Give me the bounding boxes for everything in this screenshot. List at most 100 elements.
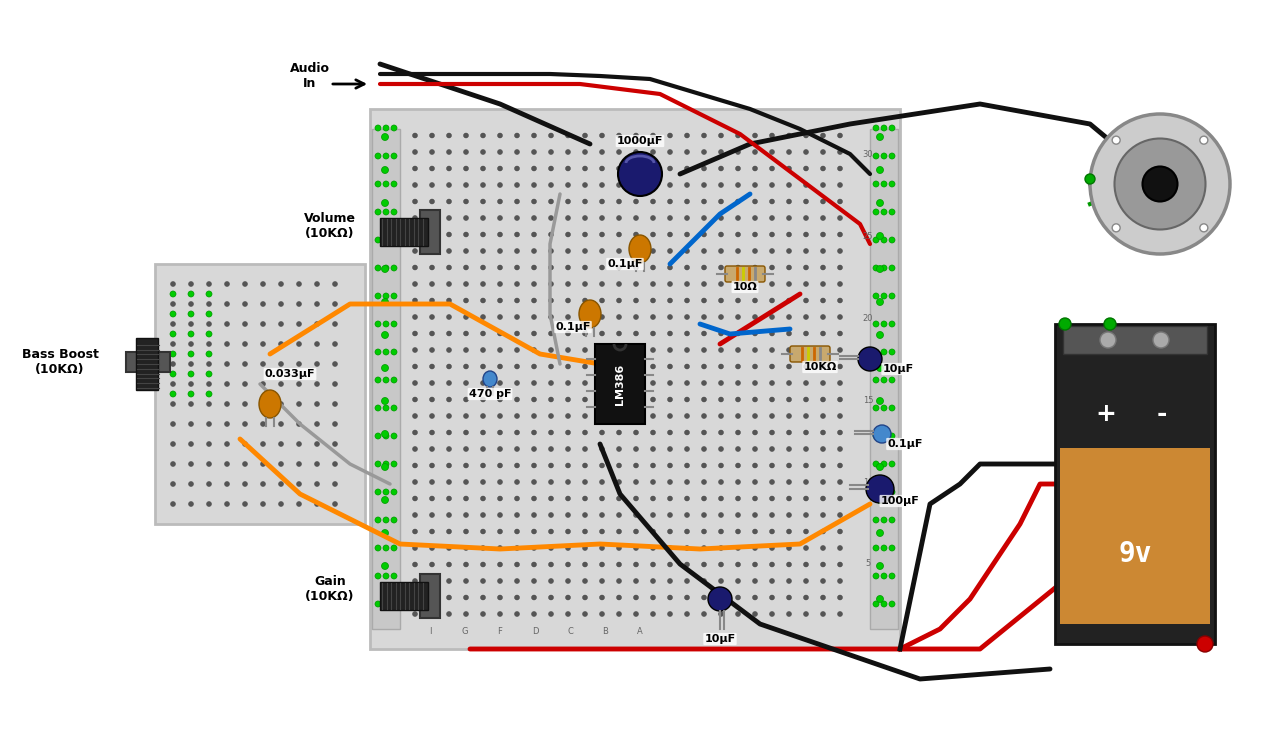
Text: Bass Boost
(10KΩ): Bass Boost (10KΩ) [22, 348, 99, 376]
Circle shape [667, 347, 672, 353]
Circle shape [890, 405, 895, 411]
Circle shape [188, 382, 193, 386]
Circle shape [383, 405, 389, 411]
Circle shape [685, 150, 690, 155]
Circle shape [634, 595, 639, 600]
Circle shape [599, 529, 604, 534]
Circle shape [224, 501, 229, 507]
Circle shape [820, 182, 826, 187]
Circle shape [463, 579, 468, 583]
Circle shape [279, 321, 283, 327]
Circle shape [718, 315, 723, 319]
Circle shape [837, 315, 842, 319]
Circle shape [820, 612, 826, 617]
Circle shape [820, 446, 826, 452]
Circle shape [753, 430, 758, 435]
Circle shape [769, 281, 774, 286]
Circle shape [753, 479, 758, 484]
Circle shape [412, 430, 417, 435]
Circle shape [333, 362, 338, 367]
Circle shape [170, 391, 177, 397]
Circle shape [837, 364, 842, 369]
Circle shape [463, 150, 468, 155]
Circle shape [582, 347, 588, 353]
Circle shape [412, 315, 417, 319]
Circle shape [804, 199, 809, 204]
Circle shape [837, 347, 842, 353]
Circle shape [498, 364, 503, 369]
Circle shape [599, 199, 604, 204]
Circle shape [599, 265, 604, 270]
Circle shape [582, 150, 588, 155]
Circle shape [753, 529, 758, 534]
Circle shape [599, 166, 604, 171]
Circle shape [315, 341, 320, 347]
Circle shape [617, 562, 622, 567]
Circle shape [617, 133, 622, 138]
Circle shape [390, 545, 397, 551]
Circle shape [634, 331, 639, 336]
Circle shape [430, 513, 434, 518]
Circle shape [566, 166, 571, 171]
Circle shape [242, 301, 247, 307]
Circle shape [531, 430, 536, 435]
Circle shape [718, 579, 723, 583]
Circle shape [430, 430, 434, 435]
Circle shape [617, 331, 622, 336]
Circle shape [667, 380, 672, 385]
Circle shape [333, 441, 338, 446]
Bar [1055, 324, 1215, 644]
Circle shape [701, 331, 707, 336]
Circle shape [447, 513, 452, 518]
Circle shape [381, 562, 389, 569]
Circle shape [188, 481, 193, 487]
Circle shape [769, 265, 774, 270]
Circle shape [820, 479, 826, 484]
Circle shape [430, 479, 434, 484]
Circle shape [224, 382, 229, 386]
Circle shape [736, 446, 741, 452]
Circle shape [549, 562, 553, 567]
Circle shape [188, 461, 193, 466]
Circle shape [582, 496, 588, 501]
Circle shape [877, 332, 883, 339]
Circle shape [634, 513, 639, 518]
Circle shape [617, 612, 622, 617]
Ellipse shape [579, 300, 602, 328]
Circle shape [480, 364, 485, 369]
Circle shape [667, 446, 672, 452]
Circle shape [242, 402, 247, 406]
Circle shape [786, 430, 791, 435]
Circle shape [786, 479, 791, 484]
Circle shape [515, 496, 520, 501]
Circle shape [383, 293, 389, 299]
Circle shape [837, 595, 842, 600]
Circle shape [224, 461, 229, 466]
Circle shape [769, 496, 774, 501]
Circle shape [375, 209, 381, 215]
Circle shape [881, 153, 887, 159]
Circle shape [566, 430, 571, 435]
Circle shape [430, 265, 434, 270]
Circle shape [381, 266, 389, 272]
Circle shape [685, 364, 690, 369]
Circle shape [599, 248, 604, 254]
Circle shape [549, 380, 553, 385]
Circle shape [549, 347, 553, 353]
Circle shape [753, 496, 758, 501]
Circle shape [412, 496, 417, 501]
Circle shape [769, 315, 774, 319]
Circle shape [566, 513, 571, 518]
Circle shape [736, 281, 741, 286]
Circle shape [769, 479, 774, 484]
Bar [595, 344, 645, 424]
Circle shape [599, 380, 604, 385]
Circle shape [837, 298, 842, 303]
Circle shape [617, 265, 622, 270]
Circle shape [447, 347, 452, 353]
Circle shape [890, 293, 895, 299]
Circle shape [685, 380, 690, 385]
Circle shape [531, 364, 536, 369]
Circle shape [549, 414, 553, 418]
Circle shape [599, 216, 604, 220]
